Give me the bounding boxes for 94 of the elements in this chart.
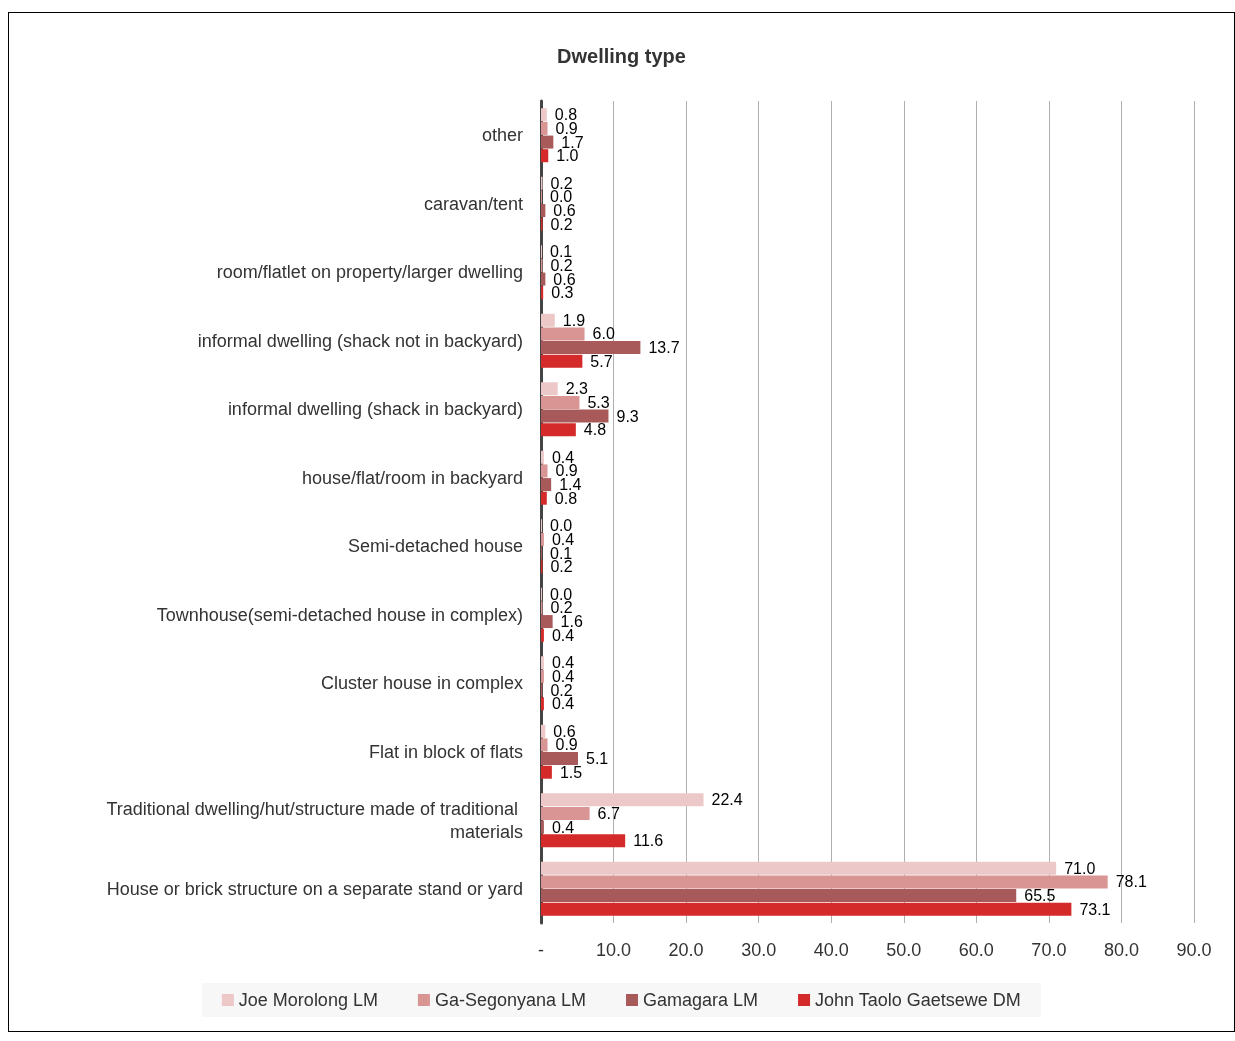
data-label: 4.8 — [583, 421, 607, 439]
bar — [541, 615, 553, 629]
y-tick-label: Flat in block of flats — [368, 741, 523, 762]
data-label: 5.3 — [587, 393, 610, 411]
bar — [541, 204, 546, 218]
bar — [541, 272, 546, 286]
bar — [541, 108, 547, 122]
x-tick-label: 90.0 — [1176, 940, 1212, 960]
bar — [541, 135, 554, 149]
y-tick-label: informal dwelling (shack in backyard) — [227, 399, 523, 420]
bar — [541, 806, 590, 820]
data-label: 73.1 — [1079, 900, 1111, 918]
data-label: 1.0 — [556, 147, 579, 165]
bar — [541, 423, 576, 437]
data-label: 78.1 — [1115, 873, 1147, 891]
data-label: 0.2 — [550, 558, 573, 576]
data-label: 6.7 — [597, 804, 620, 822]
bar — [541, 656, 544, 670]
x-tick-label: - — [538, 940, 544, 960]
bar — [541, 765, 552, 779]
bar — [541, 341, 641, 355]
y-tick-label: room/flatlet on property/larger dwelling — [216, 262, 523, 283]
bar — [541, 793, 704, 807]
data-label: 22.4 — [711, 791, 743, 809]
bar — [541, 669, 544, 683]
data-label: 0.4 — [551, 818, 575, 836]
y-tick-label: Townhouse(semi-detached house in complex) — [156, 604, 523, 625]
data-label: 5.1 — [586, 750, 609, 768]
data-label: 0.8 — [554, 489, 578, 507]
bar — [541, 834, 626, 848]
bar — [541, 889, 1017, 903]
data-label: 9.3 — [616, 407, 639, 425]
x-tick-label: 70.0 — [1031, 940, 1067, 960]
data-label: 13.7 — [648, 339, 680, 357]
y-tick-label: Traditional dwelling/hut/structure made of traditional materials — [106, 798, 523, 842]
data-label: 1.9 — [562, 311, 586, 329]
bar — [541, 395, 580, 409]
bar — [541, 313, 555, 327]
bar — [541, 327, 585, 341]
data-label: 0.9 — [555, 736, 578, 754]
chart-title: Dwelling type — [557, 45, 686, 67]
bar — [541, 738, 548, 752]
data-label: 0.2 — [550, 256, 573, 274]
bar — [541, 752, 578, 766]
bar — [541, 491, 547, 505]
bar — [541, 450, 544, 464]
data-label: 0.4 — [551, 530, 575, 548]
x-tick-label: 50.0 — [886, 940, 922, 960]
legend-label: Gamagara LM — [643, 990, 759, 1010]
y-tick-label: house/flat/room in backyard — [301, 467, 523, 488]
data-label: 0.9 — [555, 119, 578, 137]
x-tick-label: 80.0 — [1103, 940, 1139, 960]
data-label: 71.0 — [1064, 859, 1096, 877]
bar — [541, 902, 1072, 916]
bar — [541, 532, 544, 546]
bar — [541, 861, 1057, 875]
y-tick-label: other — [481, 125, 523, 146]
legend-label: John Taolo Gaetsewe DM — [815, 990, 1021, 1010]
bar — [541, 149, 549, 163]
bar — [541, 697, 544, 711]
y-tick-label: informal dwelling (shack not in backyard) — [197, 330, 523, 351]
data-label: 1.5 — [559, 763, 583, 781]
bar — [541, 121, 548, 135]
y-tick-label: caravan/tent — [423, 193, 523, 214]
data-label: 0.2 — [550, 215, 573, 233]
data-label: 65.5 — [1024, 887, 1056, 905]
legend-label: Ga-Segonyana LM — [434, 990, 587, 1010]
data-label: 6.0 — [592, 325, 615, 343]
bar — [541, 628, 544, 642]
data-label: 0.3 — [551, 284, 574, 302]
bar — [541, 286, 544, 300]
y-tick-label: Semi-detached house — [347, 536, 523, 557]
bar — [541, 820, 544, 834]
x-tick-label: 20.0 — [668, 940, 704, 960]
data-label: 11.6 — [633, 832, 664, 850]
data-label: 0.4 — [551, 626, 575, 644]
bar — [541, 478, 552, 492]
data-label: 0.4 — [551, 695, 575, 713]
bar — [541, 409, 609, 423]
bar — [541, 875, 1108, 889]
y-tick-label: Cluster house in complex — [320, 673, 523, 694]
legend-label: Joe Morolong LM — [238, 990, 378, 1010]
data-label: 0.4 — [551, 667, 575, 685]
data-label: 5.7 — [590, 352, 613, 370]
y-tick-label: House or brick structure on a separate stand or yard — [106, 878, 523, 899]
x-tick-label: 10.0 — [596, 940, 632, 960]
bar — [541, 464, 548, 478]
x-tick-label: 60.0 — [958, 940, 994, 960]
data-label: 2.3 — [565, 380, 589, 398]
x-tick-label: 40.0 — [813, 940, 849, 960]
x-tick-label: 30.0 — [741, 940, 777, 960]
bar — [541, 724, 546, 738]
bar — [541, 354, 583, 368]
bar — [541, 382, 558, 396]
